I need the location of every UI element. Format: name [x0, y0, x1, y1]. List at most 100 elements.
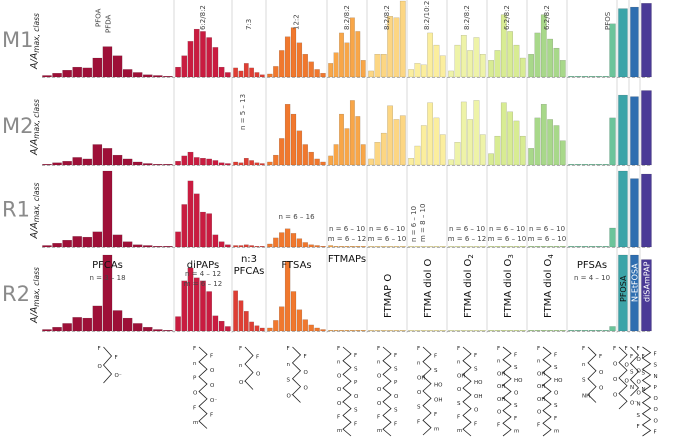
structure-atom-13-1: F	[654, 352, 657, 358]
bar-R1-g10-b4	[595, 246, 602, 248]
bar-R1-g6-b3	[427, 246, 433, 248]
structure-atom-6-2: n	[417, 361, 421, 367]
bar-R2-g5-b4	[393, 330, 400, 332]
annotation-8: 8:2/8:2	[463, 5, 471, 30]
bar-R2-g0-b12	[163, 330, 173, 332]
structure-atom-5-6: O	[377, 387, 382, 393]
bar-R2-g12-b0	[630, 254, 639, 332]
bar-R2-g0-b1	[52, 327, 62, 332]
bar-M2-g3-b0	[267, 161, 273, 166]
structure-atom-13-12: S	[637, 413, 641, 419]
bar-R1-g1-b5	[206, 213, 212, 248]
bar-M2-g10-b3	[588, 164, 596, 166]
bar-M2-g8-b3	[507, 111, 513, 166]
bar-R1-g2-b3	[249, 245, 254, 248]
bar-R1-g2-b4	[254, 246, 260, 248]
bar-M2-g2-b5	[259, 163, 265, 166]
structure-backbone-0	[102, 346, 113, 384]
structure-atom-13-11: O	[654, 407, 659, 413]
class-label-8: FTMA diol O3	[503, 254, 515, 318]
bar-M1-g3-b5	[296, 42, 303, 78]
bar-R1-g4-b1	[333, 246, 339, 248]
bar-M1-g5-b5	[399, 0, 406, 78]
bar-R2-g5-b3	[387, 330, 393, 332]
structure-atom-6-0: F	[417, 346, 420, 352]
class-label-3: FTSAs	[281, 260, 311, 271]
bar-M2-g0-b6	[102, 148, 113, 166]
bar-M2-g6-b4	[433, 117, 440, 166]
bar-M2-g1-b6	[212, 160, 219, 166]
structure-backbone-3	[291, 346, 302, 403]
bar-M2-g10-b4	[595, 164, 602, 166]
bar-M1-g1-b6	[212, 47, 219, 78]
structure-atom-11-5: N	[630, 385, 634, 391]
structure-atom-7-12: m	[457, 428, 462, 434]
bar-M1-g10-b3	[588, 76, 596, 78]
bar-M1-g9-b1	[534, 32, 541, 78]
bar-R1-g7-b1	[454, 246, 461, 248]
bar-R2-g10-b4	[595, 330, 602, 332]
bar-M1-g8-b2	[500, 14, 507, 78]
bar-M2-g11-b0	[618, 94, 628, 166]
bar-M1-g8-b3	[507, 31, 513, 78]
chain-range-4-1: m = 6 – 12	[328, 235, 366, 243]
bar-R1-g1-b4	[200, 211, 206, 248]
bar-R1-g0-b8	[122, 241, 133, 248]
bar-M1-g12-b0	[630, 6, 639, 78]
bar-M1-g6-b0	[408, 69, 414, 78]
bar-M2-g4-b2	[339, 113, 344, 166]
bar-R1-g10-b1	[575, 246, 582, 248]
bar-R1-g0-b11	[153, 246, 163, 248]
structure-atom-9-11: F	[554, 416, 557, 422]
structure-atom-10-3: O	[599, 370, 604, 376]
bar-M1-g8-b1	[494, 50, 501, 78]
bar-M1-g8-b0	[488, 60, 494, 78]
bar-R1-g10-b5	[602, 246, 609, 248]
structure-atom-4-12: m	[337, 428, 342, 434]
structure-atom-10-0: F	[582, 346, 585, 352]
bar-R2-g1-b7	[218, 320, 225, 332]
bar-R2-g0-b9	[132, 323, 143, 332]
bar-R1-g12-b0	[630, 178, 639, 248]
class-label-1: diPAPs	[187, 260, 219, 271]
structure-atom-7-2: n	[457, 360, 461, 366]
bar-M1-g5-b1	[374, 54, 381, 78]
bar-M2-g2-b3	[249, 160, 254, 166]
structure-atom-6-7: OH	[434, 397, 442, 403]
bar-M1-g3-b1	[273, 66, 279, 78]
bar-R2-g8-b4	[513, 330, 520, 332]
structure-atom-7-10: F	[457, 415, 460, 421]
bar-R1-g1-b6	[212, 234, 219, 248]
class-label-sub-9: 4	[547, 254, 555, 259]
structure-atom-6-11: m	[434, 427, 439, 433]
chain-range-10-0: n = 4 – 10	[574, 274, 610, 282]
structure-atom-9-8: OH	[537, 397, 545, 403]
structure-atom-13-0: F	[637, 346, 640, 352]
structure-atom-3-0: F	[287, 346, 290, 352]
structure-atom-6-6: O	[417, 390, 422, 396]
structure-atom-1-2: n	[193, 361, 197, 367]
class-label-10: PFSAs	[577, 260, 607, 271]
bar-M1-g4-b1	[333, 52, 339, 78]
bar-R1-g5-b5	[399, 246, 406, 248]
bar-M2-g6-b2	[420, 125, 427, 166]
bar-M1-g3-b8	[314, 69, 320, 78]
bar-R2-g9-b0	[528, 330, 534, 332]
bar-M2-g0-b7	[112, 154, 123, 166]
annotation-4: 12:2	[293, 14, 301, 30]
row-label-M2: M2	[2, 114, 33, 138]
bar-M2-g7-b3	[467, 119, 473, 166]
bar-R1-g3-b6	[302, 242, 308, 248]
bar-R1-g1-b1	[181, 204, 188, 248]
structure-atom-12-5: N	[642, 387, 646, 393]
bar-R1-g6-b5	[439, 246, 446, 248]
bar-M2-g9-b2	[540, 104, 547, 166]
structure-atom-7-7: OH	[474, 394, 482, 400]
structure-atom-9-6: OH	[537, 384, 545, 390]
structure-1: F Fn O P O O O⁻ F Fm	[193, 346, 217, 429]
bar-M1-g3-b0	[267, 73, 273, 78]
bar-R2-g6-b2	[420, 330, 427, 332]
bar-R2-g3-b7	[308, 324, 314, 332]
